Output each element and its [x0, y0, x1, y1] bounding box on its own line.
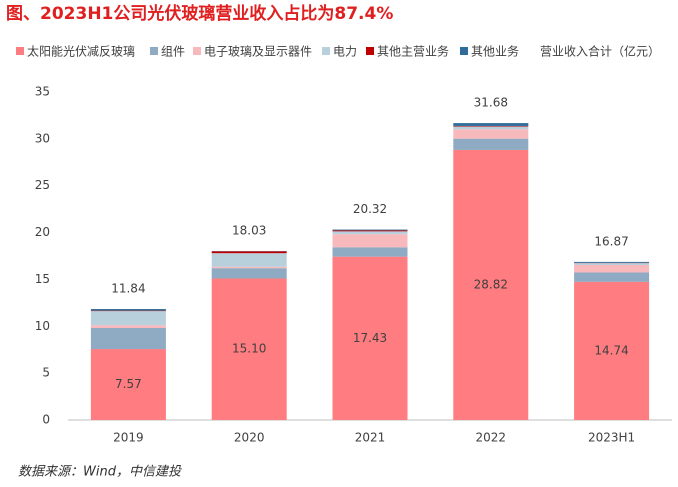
legend-label: 组件 [161, 45, 185, 59]
legend-label: 其他业务 [471, 44, 519, 59]
bar-segment [332, 229, 408, 231]
y-tick-label: 35 [35, 85, 50, 99]
total-label: 18.03 [232, 224, 266, 238]
bar-segment [90, 325, 166, 328]
legend-swatch [193, 47, 201, 55]
legend-swatch [16, 47, 24, 55]
bar-segment [453, 149, 529, 420]
data-label: 15.10 [232, 342, 266, 356]
bar-segment [453, 138, 529, 150]
bar-segment [453, 126, 529, 130]
x-tick-label: 2021 [355, 431, 386, 445]
x-tick-label: 2019 [113, 431, 144, 445]
source: 数据来源：Wind，中信建投 [18, 465, 182, 480]
legend-label: 营业收入合计（亿元） [540, 44, 660, 59]
bar-segment [211, 266, 287, 269]
bar-segment [332, 256, 408, 420]
data-label: 17.43 [353, 331, 387, 345]
bar-segment [90, 349, 166, 420]
bar-segment [453, 125, 529, 127]
bar-segment [90, 309, 166, 311]
y-tick-label: 25 [35, 178, 50, 192]
x-tick-label: 2020 [234, 431, 265, 445]
bar-segment [211, 278, 287, 420]
bar-segment [211, 268, 287, 279]
y-tick-label: 0 [42, 413, 50, 427]
legend-label: 电力 [333, 45, 357, 59]
y-tick-label: 10 [35, 319, 50, 333]
y-tick-label: 5 [42, 366, 50, 380]
legend-swatch [366, 47, 374, 55]
total-label: 31.68 [474, 96, 508, 110]
legend-label: 电子玻璃及显示器件 [204, 45, 312, 59]
legend-label: 其他主营业务 [377, 44, 449, 59]
x-tick-label: 2022 [476, 431, 507, 445]
bar-segment [574, 261, 650, 263]
bar-segment [453, 123, 529, 126]
legend-swatch [322, 47, 330, 55]
legend-swatch [460, 47, 468, 55]
bar-segment [90, 311, 166, 326]
data-label: 14.74 [594, 343, 628, 357]
legend-swatch [150, 47, 158, 55]
bar-segment [332, 230, 408, 232]
bar-segment [574, 281, 650, 420]
bar-segment [574, 264, 650, 273]
bar-segment [574, 272, 650, 282]
bar-segment [332, 231, 408, 235]
total-label: 11.84 [111, 282, 145, 296]
y-tick-label: 20 [35, 225, 50, 239]
bar-segment [211, 253, 287, 267]
total-label: 20.32 [353, 202, 387, 216]
bar-segment [574, 263, 650, 265]
legend-label: 太阳能光伏减反玻璃 [27, 44, 135, 59]
bar-segment [453, 129, 529, 139]
bar-segment [90, 327, 166, 350]
y-tick-label: 30 [35, 131, 50, 145]
data-label: 7.57 [115, 377, 142, 391]
bar-segment [211, 251, 287, 254]
bar-segment [332, 247, 408, 257]
total-label: 16.87 [594, 234, 628, 248]
bar-segment [332, 234, 408, 248]
y-tick-label: 15 [35, 272, 50, 286]
x-tick-label: 2023H1 [588, 431, 635, 445]
data-label: 28.82 [474, 277, 508, 291]
chart-title: 图、2023H1公司光伏玻璃营业收入占比为87.4% [6, 3, 393, 24]
